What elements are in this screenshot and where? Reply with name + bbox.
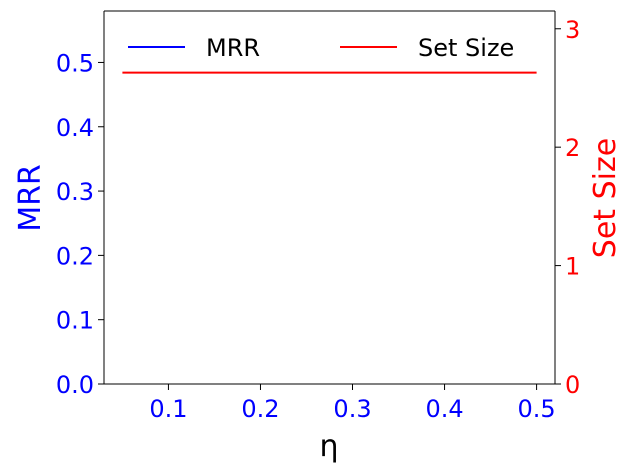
left-y-tick-label: 0.4	[56, 114, 94, 142]
x-tick-label: 0.5	[518, 395, 556, 423]
right-y-tick-label: 1	[565, 253, 580, 281]
left-y-axis-label: MRR	[13, 164, 48, 232]
x-axis-ticks: 0.1 0.2 0.3 0.4 0.5	[149, 384, 556, 423]
plot-area	[104, 11, 555, 384]
x-axis-label: η	[319, 429, 338, 464]
left-y-tick-label: 0.2	[56, 242, 94, 270]
x-tick-label: 0.1	[149, 395, 187, 423]
right-y-axis-label: Set Size	[588, 138, 623, 258]
right-y-axis-ticks: 0 1 2 3	[555, 16, 580, 399]
legend: MRR Set Size	[128, 34, 514, 62]
left-y-axis-ticks: 0.0 0.1 0.2 0.3 0.4 0.5	[56, 49, 104, 399]
left-y-tick-label: 0.5	[56, 49, 94, 77]
left-y-tick-label: 0.1	[56, 307, 94, 335]
x-tick-label: 0.2	[241, 395, 279, 423]
legend-set-size-label: Set Size	[418, 34, 514, 62]
left-y-tick-label: 0.3	[56, 178, 94, 206]
right-y-tick-label: 0	[565, 371, 580, 399]
right-y-tick-label: 2	[565, 134, 580, 162]
x-tick-label: 0.4	[425, 395, 463, 423]
right-y-tick-label: 3	[565, 16, 580, 44]
legend-mrr-label: MRR	[206, 34, 260, 62]
x-tick-label: 0.3	[333, 395, 371, 423]
left-y-tick-label: 0.0	[56, 371, 94, 399]
